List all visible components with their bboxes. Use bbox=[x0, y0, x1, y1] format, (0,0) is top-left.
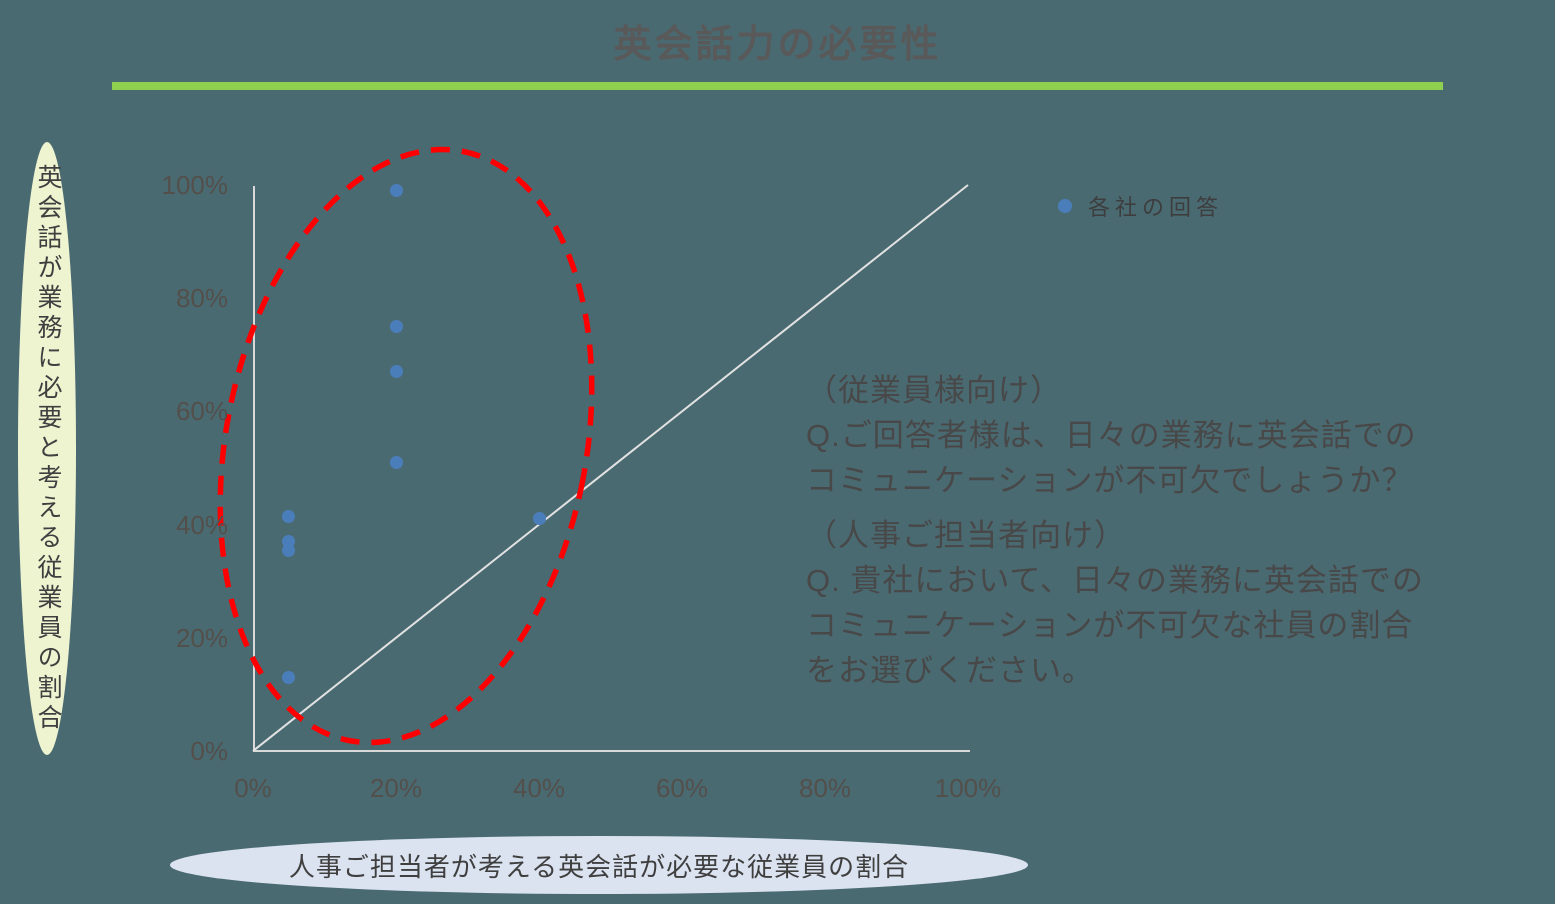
identity-line bbox=[252, 184, 969, 752]
data-point bbox=[389, 365, 403, 379]
x-axis-label-bubble: 人事ご担当者が考える英会話が必要な従業員の割合 bbox=[170, 836, 1028, 894]
data-point bbox=[532, 512, 546, 526]
x-tick-label: 40% bbox=[512, 773, 566, 803]
data-point bbox=[389, 184, 403, 198]
x-axis-label: 人事ご担当者が考える英会話が必要な従業員の割合 bbox=[288, 852, 910, 882]
y-tick-label: 20% bbox=[175, 622, 228, 653]
survey-questions: （従業員様向け） Q.ご回答者様は、日々の業務に英会話での コミュニケーションが… bbox=[806, 368, 1551, 693]
legend-marker-icon bbox=[1058, 199, 1072, 213]
data-point bbox=[389, 455, 403, 469]
qa-block2-line: コミュニケーションが不可欠な社員の割合 bbox=[806, 608, 1414, 643]
title-underline bbox=[112, 82, 1443, 90]
data-point bbox=[389, 320, 403, 333]
data-point bbox=[282, 509, 296, 523]
y-tick-label: 40% bbox=[175, 509, 228, 540]
qa-block1-line: コミュニケーションが不可欠でしょうか？ bbox=[806, 463, 1414, 498]
x-tick-label: 60% bbox=[655, 773, 709, 803]
y-tick-label: 100% bbox=[161, 170, 229, 200]
x-tick-label: 20% bbox=[369, 773, 423, 803]
y-axis-label-bubble: 英会話が業務に必要と考える従業員の割合 bbox=[18, 142, 76, 755]
highlight-ellipse bbox=[217, 146, 595, 746]
x-tick-label: 80% bbox=[798, 773, 852, 803]
y-tick-label: 60% bbox=[175, 396, 228, 427]
qa-block2-heading: （人事ご担当者向け） bbox=[806, 518, 1126, 553]
data-point bbox=[282, 543, 296, 557]
y-tick-label: 0% bbox=[190, 736, 228, 766]
y-tick-label: 80% bbox=[175, 283, 228, 314]
qa-block2-line: をお選びください。 bbox=[806, 653, 1094, 688]
page-title: 英会話力の必要性 bbox=[613, 24, 942, 66]
qa-block1-heading: （従業員様向け） bbox=[806, 373, 1062, 408]
x-tick-label: 100% bbox=[934, 773, 1002, 803]
qa-block2-line: Q. 貴社において、日々の業務に英会話での bbox=[806, 563, 1424, 598]
qa-block1-line: Q.ご回答者様は、日々の業務に英会話での bbox=[806, 418, 1417, 453]
legend: 各社の回答 bbox=[1058, 190, 1223, 222]
x-tick-label: 0% bbox=[234, 773, 272, 803]
data-point bbox=[282, 670, 296, 684]
legend-label: 各社の回答 bbox=[1088, 195, 1224, 220]
y-axis-label: 英会話が業務に必要と考える従業員の割合 bbox=[34, 163, 61, 734]
